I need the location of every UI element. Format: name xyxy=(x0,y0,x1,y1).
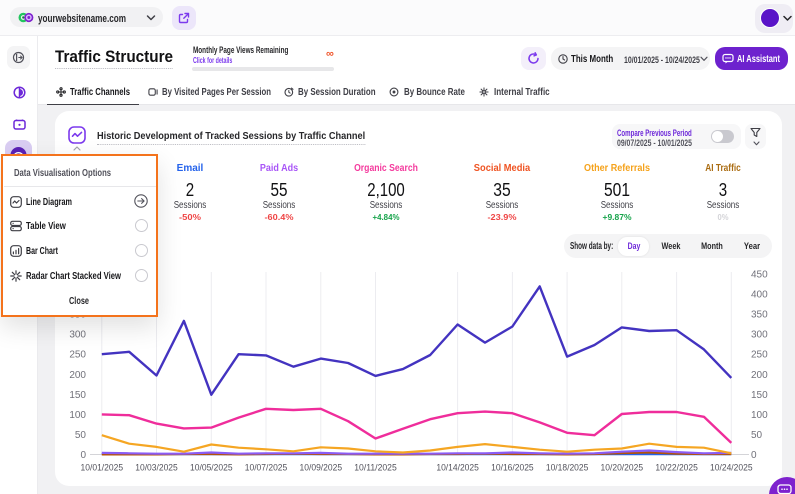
svg-text:50: 50 xyxy=(751,430,763,441)
svg-text:200: 200 xyxy=(69,370,86,381)
svg-text:10/20/2025: 10/20/2025 xyxy=(601,463,644,474)
svg-text:150: 150 xyxy=(751,390,768,401)
svg-text:10/18/2025: 10/18/2025 xyxy=(546,463,589,474)
svg-text:450: 450 xyxy=(751,270,768,281)
svg-text:10/14/2025: 10/14/2025 xyxy=(436,463,479,474)
svg-text:200: 200 xyxy=(751,370,768,381)
svg-text:0: 0 xyxy=(751,450,757,461)
svg-text:10/11/2025: 10/11/2025 xyxy=(354,463,397,474)
svg-text:300: 300 xyxy=(751,330,768,341)
svg-text:10/09/2025: 10/09/2025 xyxy=(300,463,343,474)
svg-text:250: 250 xyxy=(751,350,768,361)
svg-text:10/24/2025: 10/24/2025 xyxy=(710,463,753,474)
svg-text:100: 100 xyxy=(69,410,86,421)
svg-text:10/16/2025: 10/16/2025 xyxy=(491,463,534,474)
svg-text:10/05/2025: 10/05/2025 xyxy=(190,463,233,474)
svg-text:10/01/2025: 10/01/2025 xyxy=(81,463,124,474)
svg-text:10/03/2025: 10/03/2025 xyxy=(135,463,178,474)
svg-text:150: 150 xyxy=(69,390,86,401)
svg-text:0: 0 xyxy=(80,450,86,461)
svg-text:300: 300 xyxy=(69,330,86,341)
svg-text:350: 350 xyxy=(751,310,768,321)
svg-text:10/22/2025: 10/22/2025 xyxy=(655,463,698,474)
svg-text:400: 400 xyxy=(751,290,768,301)
svg-text:10/07/2025: 10/07/2025 xyxy=(245,463,288,474)
svg-text:100: 100 xyxy=(751,410,768,421)
svg-text:250: 250 xyxy=(69,350,86,361)
svg-text:50: 50 xyxy=(75,430,87,441)
